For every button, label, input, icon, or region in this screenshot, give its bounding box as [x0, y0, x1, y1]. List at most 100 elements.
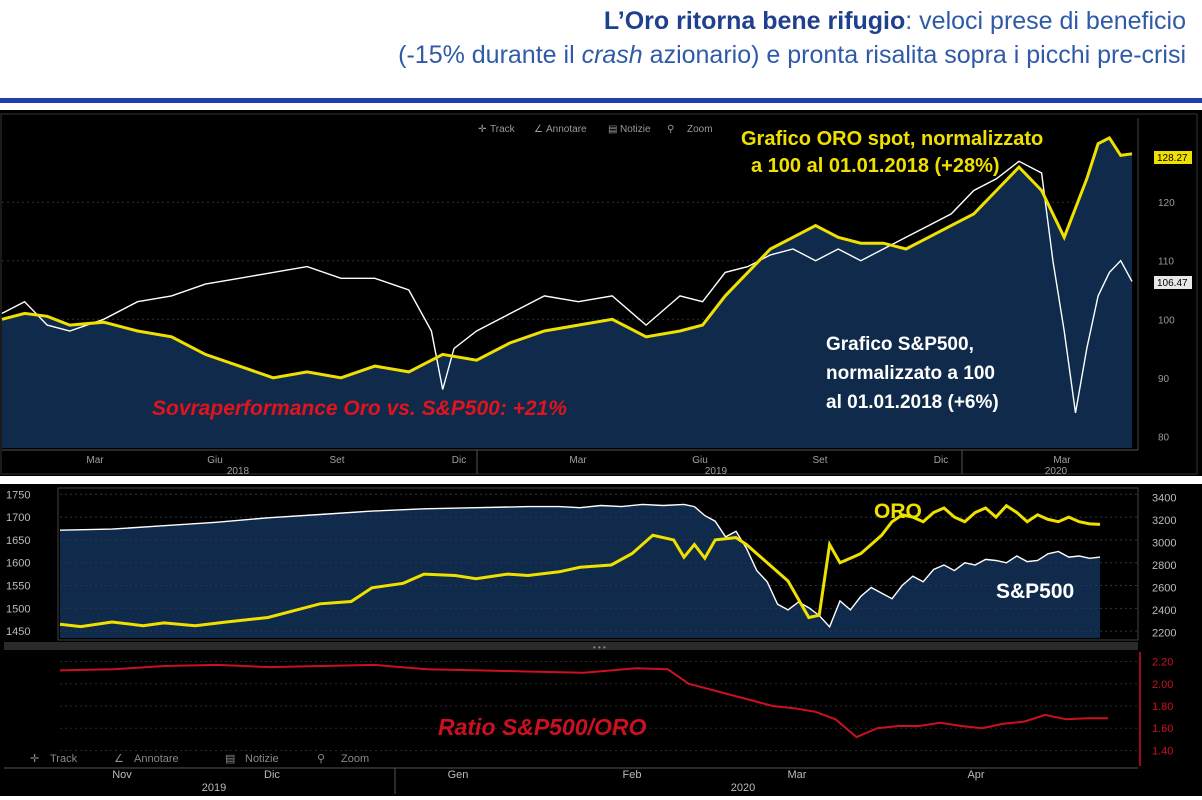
mid-gold-line	[59, 503, 1101, 629]
bottom-year-label: 2020	[731, 782, 755, 794]
panel-divider-handle[interactable]: • • •	[593, 643, 606, 652]
top-news-button[interactable]: Notizie	[620, 124, 651, 135]
mid-right-tick-label: 2800	[1152, 560, 1176, 572]
bottom-zoom-icon[interactable]: ⚲	[317, 753, 325, 765]
bottom-year-label: 2019	[202, 782, 226, 794]
bottom-news-icon[interactable]: ▤	[225, 753, 235, 765]
top-x-tick-label: Giu	[207, 455, 223, 466]
top-toolbar: ✛ Track ∠ Annotare ▤ Notizie ⚲ Zoom	[478, 124, 713, 135]
gold-last-value-box	[1154, 151, 1192, 164]
top-y-tick-label: 110	[1158, 257, 1174, 268]
top-sp500-line	[1, 160, 1133, 414]
mid-right-tick-label: 2600	[1152, 582, 1176, 594]
sp500-last-value-box	[1154, 276, 1192, 289]
top-year-label: 2020	[1045, 466, 1068, 476]
ratio-tick-label: 1.40	[1152, 745, 1173, 757]
top-gold-line	[1, 135, 1133, 380]
panel-divider[interactable]	[4, 642, 1138, 650]
ratio-label: Ratio S&P500/ORO	[438, 714, 646, 740]
mid-left-tick-label: 1550	[6, 581, 30, 593]
gold-last-value: 128.27	[1157, 153, 1188, 164]
top-x-tick-label: Giu	[692, 455, 708, 466]
mid-right-tick-label: 3000	[1152, 538, 1176, 550]
mid-right-tick-label: 2200	[1152, 627, 1176, 639]
title-line1-rest: : veloci prese di beneficio	[905, 7, 1186, 35]
title-line2-b: azionario) e pronta risalita sopra i pic…	[642, 41, 1186, 69]
top-x-tick-label: Mar	[86, 455, 104, 466]
top-news-icon[interactable]: ▤	[608, 124, 617, 135]
bottom-x-tick-label: Mar	[788, 769, 807, 781]
bottom-x-tick-label: Dic	[264, 769, 280, 781]
top-x-tick-label: Mar	[569, 455, 587, 466]
bottom-track-icon[interactable]: ✛	[30, 753, 39, 765]
bottom-track-button[interactable]: Track	[50, 753, 78, 765]
top-zoom-icon[interactable]: ⚲	[667, 124, 674, 135]
sp500-annotation: Grafico S&P500, normalizzato a 100 al 01…	[826, 334, 999, 413]
top-x-axis: Mar Giu Set Dic Mar Giu Set Dic Mar 2018 2019 2020	[2, 449, 1138, 476]
top-year-label: 2018	[227, 466, 250, 476]
bottom-annotate-button[interactable]: Annotare	[134, 753, 179, 765]
mid-left-tick-label: 1750	[6, 489, 30, 501]
top-x-tick-label: Mar	[1053, 455, 1071, 466]
top-y-tick-label: 90	[1158, 374, 1170, 385]
gold-annotation: Grafico ORO spot, normalizzato a 100 al …	[741, 128, 1043, 177]
ratio-line	[59, 663, 1108, 739]
top-track-button[interactable]: Track	[490, 124, 516, 135]
top-zoom-button[interactable]: Zoom	[687, 124, 713, 135]
sp500-annotation-line-1: Grafico S&P500,	[826, 334, 974, 355]
ratio-tick-label: 2.20	[1152, 657, 1173, 669]
ratio-tick-label: 1.80	[1152, 701, 1173, 713]
gold-annotation-line-1: Grafico ORO spot, normalizzato	[741, 128, 1043, 150]
mid-left-tick-label: 1600	[6, 558, 30, 570]
bottom-news-button[interactable]: Notizie	[245, 753, 279, 765]
top-y-axis: 80 90 100 110 120	[1137, 118, 1175, 450]
ratio-tick-label: 2.00	[1152, 679, 1173, 691]
top-y-tick-label: 120	[1158, 198, 1175, 209]
title-line-1: L’Oro ritorna bene rifugio: veloci prese…	[0, 4, 1186, 38]
mid-right-axis: 2200 2400 2600 2800 3000 3200 3400	[1152, 493, 1176, 640]
normalized-chart-panel: 80 90 100 110 120 Mar Giu Set Dic Mar Giu Set Dic Ma…	[0, 110, 1202, 476]
comparison-chart-panel: 1450 1500 1550 1600 1650 1700 1750 2200 2400 260…	[0, 484, 1202, 796]
gold-annotation-line-2: a 100 al 01.01.2018 (+28%)	[751, 155, 1000, 177]
mid-sp500-area	[60, 504, 1100, 638]
mid-sp500-label: S&P500	[996, 580, 1074, 603]
bottom-x-tick-label: Gen	[448, 769, 469, 781]
bottom-annotate-icon[interactable]: ∠	[114, 753, 124, 765]
top-chart-border	[0, 113, 1198, 475]
top-x-tick-label: Set	[812, 455, 827, 466]
bottom-zoom-button[interactable]: Zoom	[341, 753, 369, 765]
mid-gold-label: ORO	[874, 500, 922, 523]
top-x-tick-label: Dic	[934, 455, 948, 466]
mid-right-tick-label: 3400	[1152, 493, 1176, 505]
mid-right-tick-label: 2400	[1152, 605, 1176, 617]
top-y-tick-label: 100	[1158, 315, 1175, 326]
slide-title: L’Oro ritorna bene rifugio: veloci prese…	[0, 4, 1186, 72]
bottom-x-tick-label: Feb	[623, 769, 642, 781]
sp500-last-value: 106.47	[1157, 278, 1188, 289]
mid-left-tick-label: 1450	[6, 626, 30, 638]
ratio-axis: 1.40 1.60 1.80 2.00 2.20	[1139, 652, 1173, 766]
title-divider	[0, 98, 1202, 103]
top-track-icon[interactable]: ✛	[478, 124, 486, 135]
bottom-x-axis: Nov Dic Gen Feb Mar Apr 2019 2020	[4, 767, 1138, 794]
mid-right-tick-label: 3200	[1152, 515, 1176, 527]
top-x-tick-label: Set	[329, 455, 344, 466]
title-line-2: (-15% durante il crash azionario) e pron…	[0, 38, 1186, 72]
mid-left-tick-label: 1500	[6, 603, 30, 615]
top-x-tick-label: Dic	[452, 455, 466, 466]
ratio-tick-label: 1.60	[1152, 723, 1173, 735]
top-annotate-icon[interactable]: ∠	[534, 124, 543, 135]
sp500-annotation-line-3: al 01.01.2018 (+6%)	[826, 392, 999, 413]
top-area	[2, 137, 1132, 448]
mid-left-axis: 1450 1500 1550 1600 1650 1700 1750	[6, 489, 30, 638]
bottom-x-tick-label: Apr	[967, 769, 984, 781]
top-y-tick-label: 80	[1158, 432, 1170, 443]
outperformance-label: Sovraperformance Oro vs. S&P500: +21%	[152, 397, 567, 420]
top-annotate-button[interactable]: Annotare	[546, 124, 587, 135]
title-line2-em: crash	[581, 41, 643, 69]
title-line2-a: (-15% durante il	[398, 41, 582, 69]
bottom-x-tick-label: Nov	[112, 769, 132, 781]
top-year-label: 2019	[705, 466, 728, 476]
sp500-annotation-line-2: normalizzato a 100	[826, 363, 995, 384]
